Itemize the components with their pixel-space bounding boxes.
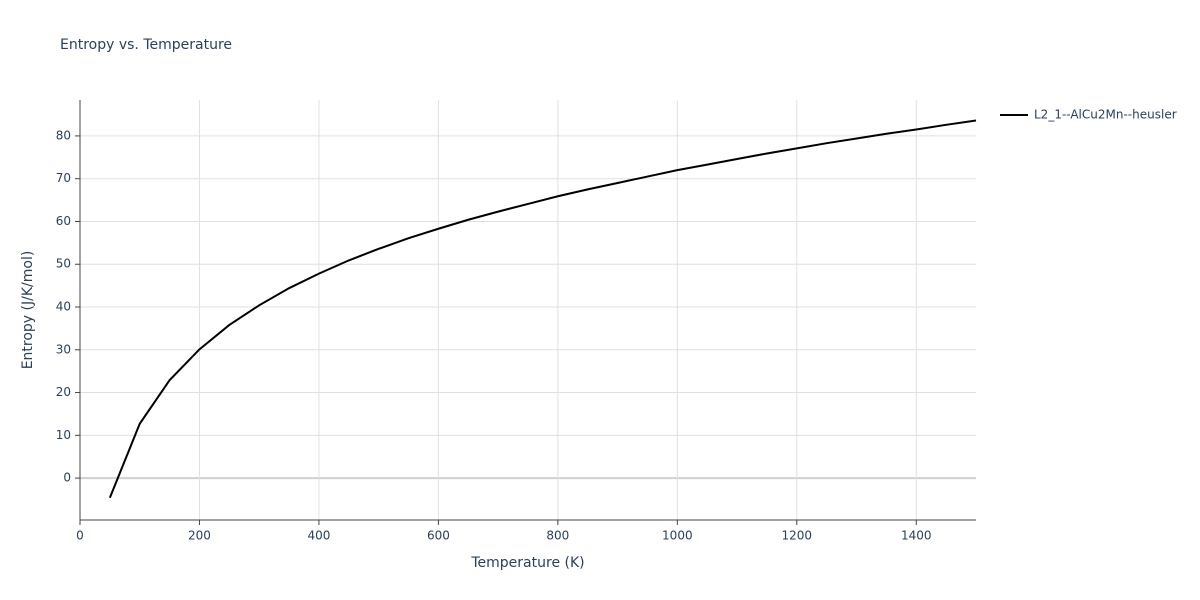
- chart-title: Entropy vs. Temperature: [60, 37, 232, 53]
- x-tick-label: 1400: [901, 529, 932, 543]
- y-tick-label: 10: [56, 428, 71, 442]
- x-tick-label: 1000: [662, 529, 693, 543]
- y-tick-label: 20: [56, 385, 71, 399]
- x-tick-label: 800: [546, 529, 569, 543]
- y-tick-label: 30: [56, 342, 71, 356]
- y-tick-label: 40: [56, 300, 71, 314]
- x-axis-title: Temperature (K): [470, 555, 584, 571]
- x-tick-label: 600: [427, 529, 450, 543]
- y-tick-label: 70: [56, 171, 71, 185]
- x-tick-label: 200: [188, 529, 211, 543]
- x-tick-label: 0: [76, 529, 84, 543]
- y-tick-label: 0: [63, 471, 71, 485]
- y-tick-label: 50: [56, 257, 71, 271]
- y-tick-label: 60: [56, 214, 71, 228]
- y-tick-label: 80: [56, 128, 71, 142]
- x-tick-label: 400: [307, 529, 330, 543]
- y-axis-title: Entropy (J/K/mol): [20, 251, 36, 370]
- x-tick-label: 1200: [782, 529, 813, 543]
- legend-label: L2_1--AlCu2Mn--heusler: [1034, 108, 1177, 122]
- data-line: [108, 119, 977, 499]
